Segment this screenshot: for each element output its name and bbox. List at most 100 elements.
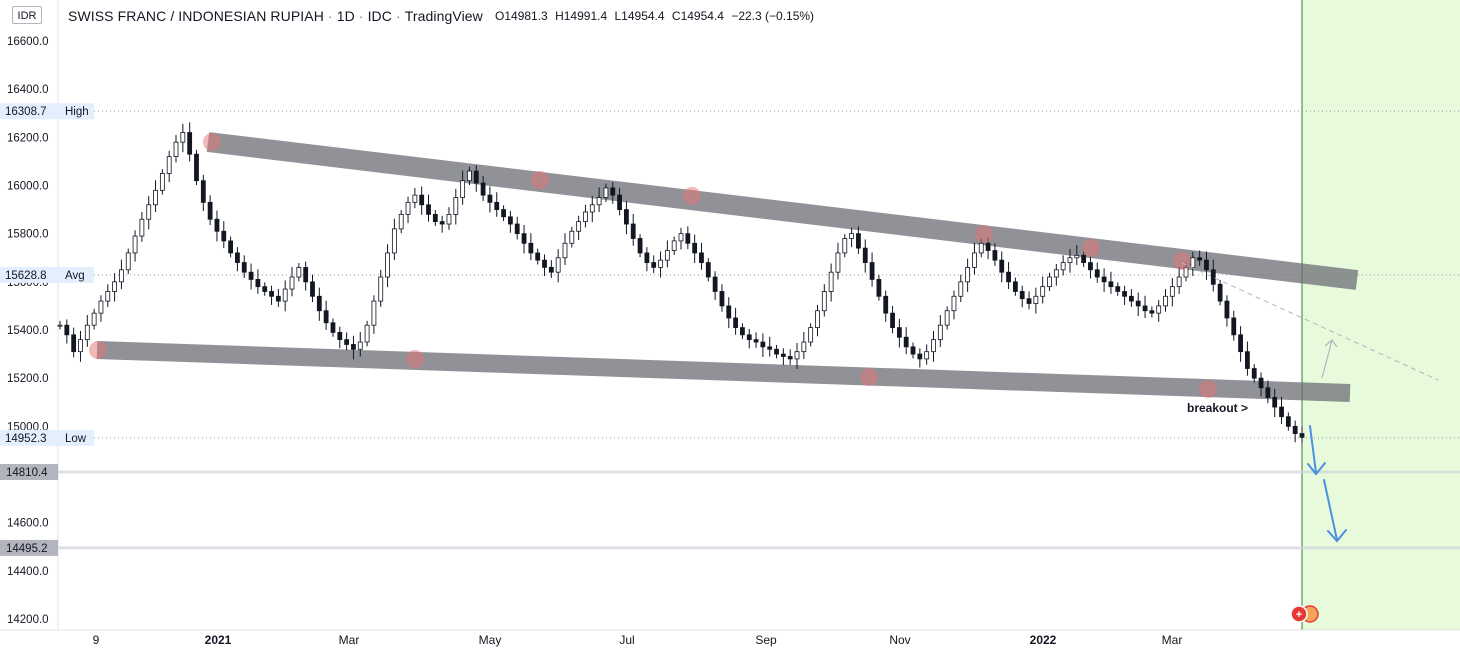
candle-body <box>419 194 425 206</box>
candle-body <box>1047 276 1052 288</box>
candle-body <box>330 322 336 333</box>
candle-body <box>1197 257 1203 261</box>
candle-body <box>787 356 793 360</box>
candle-body <box>862 247 868 263</box>
candle-body <box>112 281 117 292</box>
candle-body <box>1285 416 1291 427</box>
candle-body <box>1115 286 1121 292</box>
candle-body <box>153 189 158 206</box>
touch-point-marker <box>1082 239 1100 257</box>
candle-body <box>344 339 350 345</box>
interval-label[interactable]: 1D <box>336 8 355 24</box>
candle-body <box>876 279 882 297</box>
candle-body <box>1067 257 1073 263</box>
forecast-zone <box>1302 0 1460 630</box>
candle-body <box>1122 291 1127 297</box>
candle-body <box>896 327 902 338</box>
candle-body <box>391 228 397 254</box>
candle-body <box>562 242 568 259</box>
candle-body <box>589 204 595 213</box>
candle-body <box>507 216 513 225</box>
candle-body <box>910 346 916 355</box>
candle-body <box>624 209 629 225</box>
candle-body <box>494 201 500 210</box>
candle-body <box>815 310 820 328</box>
y-tick-label: 15200.0 <box>7 373 49 385</box>
high-label: High <box>65 106 89 118</box>
x-tick-label: Nov <box>889 633 910 647</box>
candle-body <box>1245 351 1250 369</box>
symbol-title[interactable]: SWISS FRANC / INDONESIAN RUPIAH · 1D · IDC · T… <box>68 8 483 24</box>
x-tick-label: May <box>479 633 502 647</box>
candle-body <box>569 230 575 244</box>
candle-body <box>453 197 459 215</box>
upper-channel-band[interactable] <box>206 132 1359 290</box>
candle-body <box>125 252 131 271</box>
lower-channel-band[interactable] <box>96 341 1351 402</box>
candle-body <box>576 221 582 232</box>
candle-body <box>521 233 527 244</box>
candle-body <box>1210 269 1216 285</box>
candle-body <box>357 341 363 350</box>
candle-body <box>146 204 152 220</box>
touch-point-marker <box>203 133 221 151</box>
price-level-tag[interactable] <box>0 463 58 480</box>
candle-body <box>439 221 445 225</box>
candle-body <box>617 194 622 210</box>
candle-body <box>712 276 718 292</box>
candle-body <box>1299 433 1305 438</box>
source-label: IDC <box>367 8 392 24</box>
y-tick-label: 16600.0 <box>7 36 49 48</box>
candle-body <box>78 339 83 353</box>
event-icon[interactable] <box>1290 605 1308 623</box>
avg-label: Avg <box>65 270 85 282</box>
candle-body <box>132 235 138 254</box>
candle-body <box>194 153 199 182</box>
y-tick-label: 15400.0 <box>7 325 49 337</box>
candle-body <box>432 213 438 223</box>
candle-body <box>637 238 643 254</box>
price-level-tag[interactable] <box>0 539 58 556</box>
candle-body <box>1204 259 1209 271</box>
candle-body <box>487 194 493 203</box>
arrow-down-icon <box>1323 479 1347 543</box>
x-tick-label: 2021 <box>205 633 232 647</box>
candle-body <box>924 351 930 360</box>
candle-body <box>596 197 602 206</box>
candle-body <box>1074 254 1080 259</box>
candle-body <box>746 334 752 341</box>
candle-body <box>71 334 77 353</box>
currency-badge[interactable]: IDR <box>12 6 42 24</box>
y-tick-label: 16000.0 <box>7 181 49 193</box>
candle-body <box>555 257 561 273</box>
candle-body <box>275 295 281 302</box>
candle-body <box>426 204 431 215</box>
price-level-value: 14495.2 <box>6 543 48 555</box>
candle-body <box>1251 368 1257 379</box>
x-tick-label: Mar <box>339 633 360 647</box>
touch-point-marker <box>1199 380 1217 398</box>
candle-body <box>828 271 834 292</box>
candle-body <box>385 252 390 278</box>
price-level-value: 14810.4 <box>6 467 48 479</box>
avg-value: 15628.8 <box>5 270 47 282</box>
candle-body <box>1108 281 1114 288</box>
candle-body <box>583 211 588 223</box>
candle-body <box>1163 295 1168 307</box>
arrow-up-icon <box>1321 339 1338 379</box>
candle-body <box>999 259 1005 273</box>
candle-body <box>869 262 875 280</box>
candle-body <box>801 341 807 353</box>
candle-body <box>405 201 411 215</box>
low-label: Low <box>65 433 87 445</box>
projection-dashed-line <box>1181 262 1439 381</box>
candle-body <box>842 238 848 254</box>
candle-body <box>501 209 506 218</box>
candle-body <box>1231 317 1237 336</box>
candle-body <box>282 288 288 302</box>
candle-body <box>1088 262 1093 271</box>
candle-body <box>903 336 909 348</box>
candle-body <box>705 262 711 278</box>
candle-body <box>992 250 998 261</box>
